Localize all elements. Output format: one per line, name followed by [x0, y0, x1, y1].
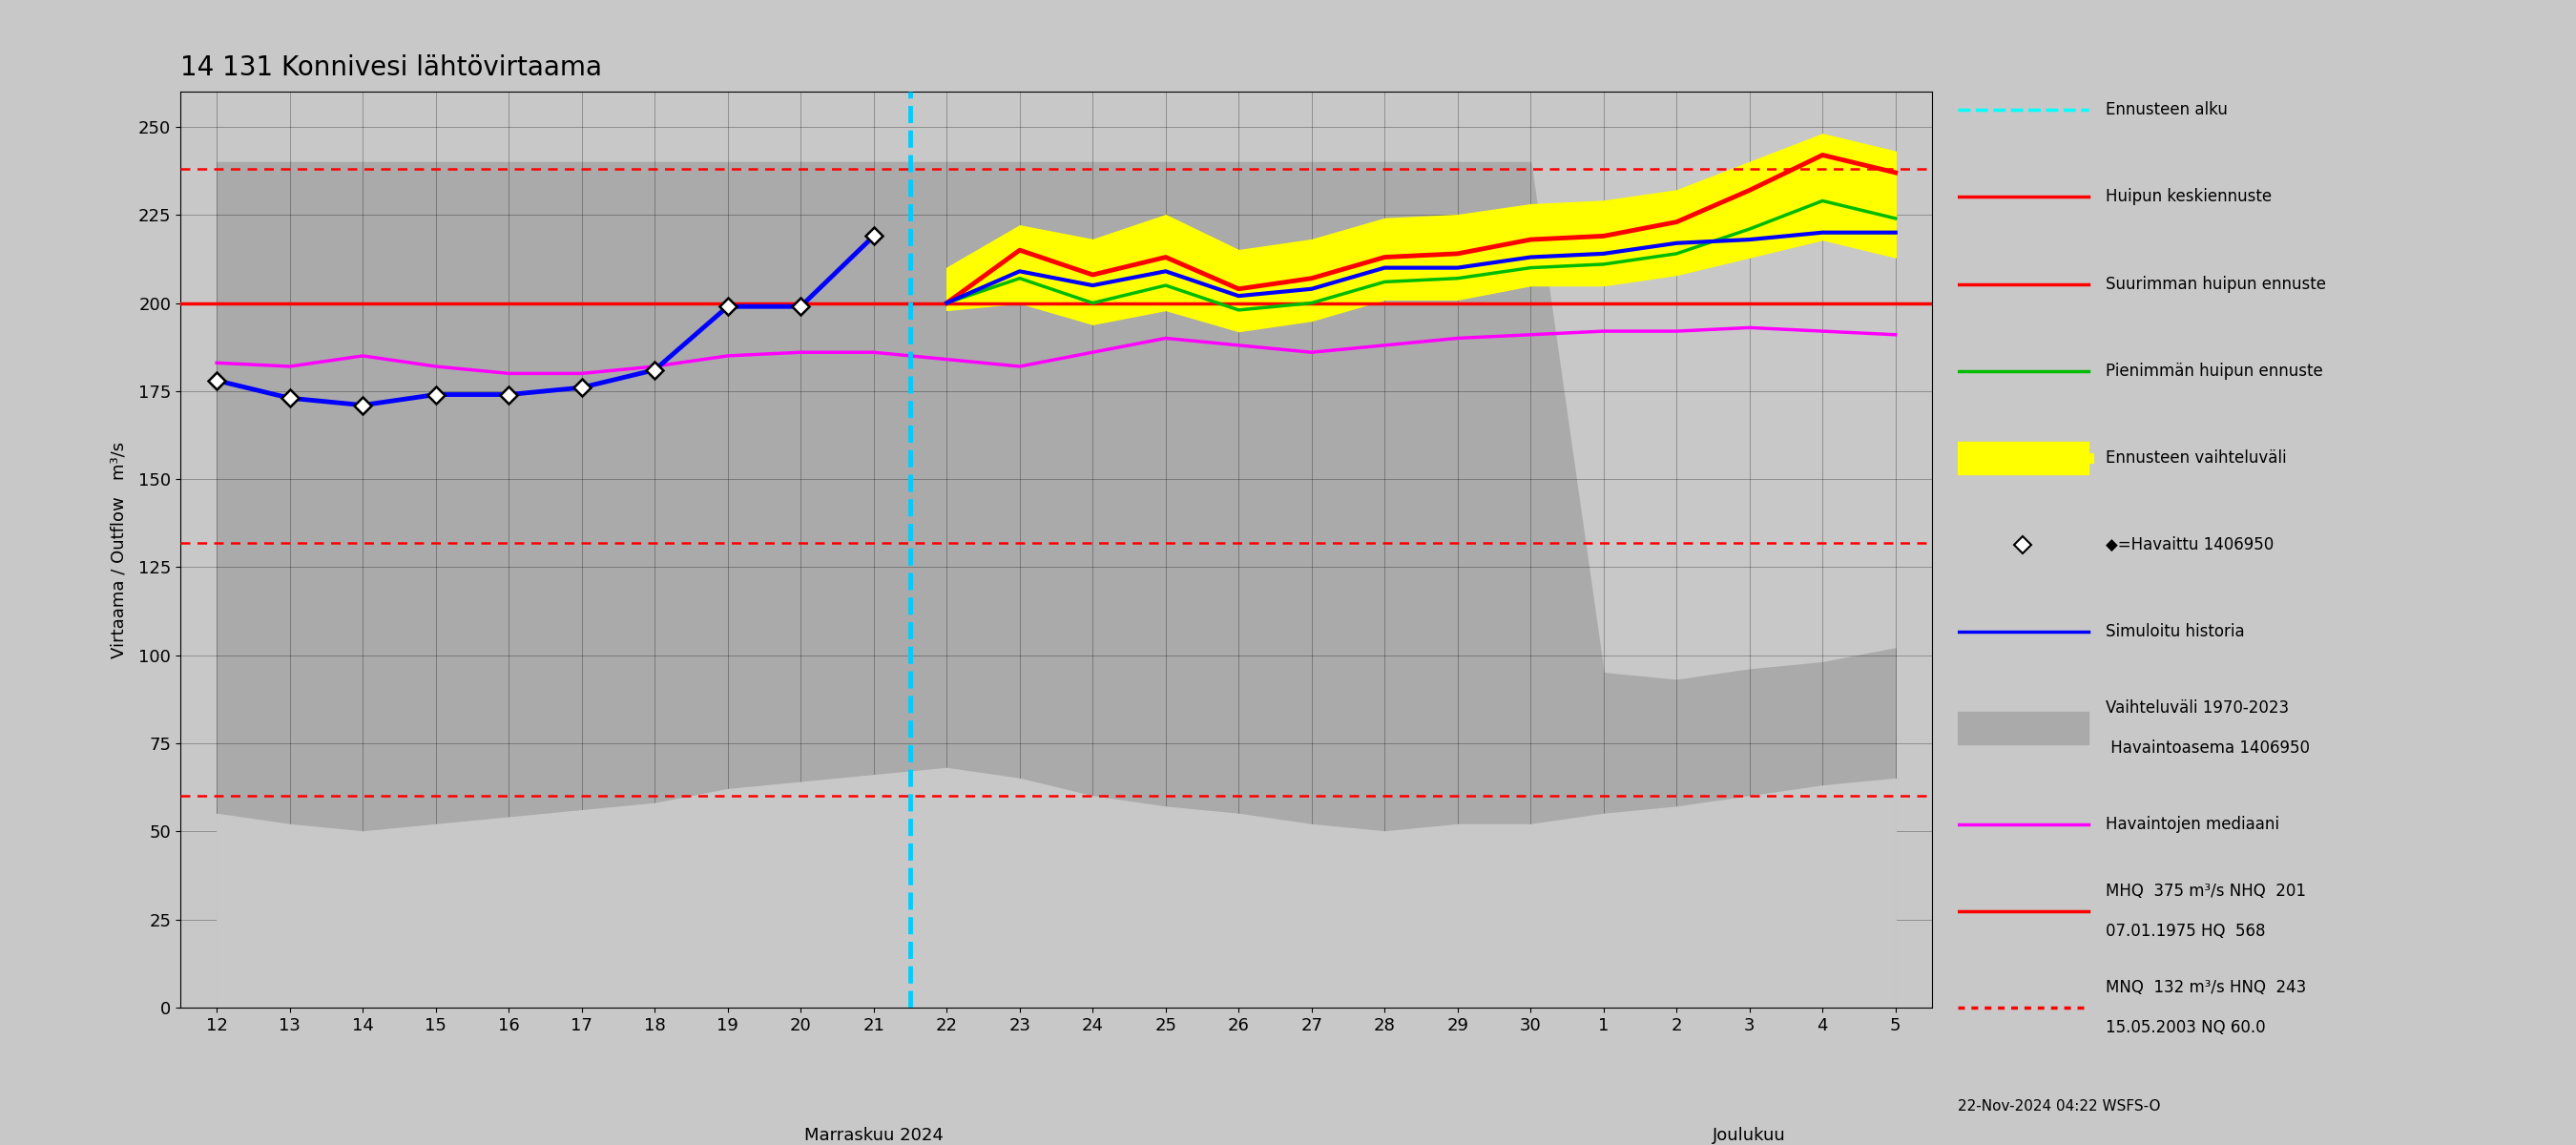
Text: Huipun keskiennuste: Huipun keskiennuste	[2107, 188, 2272, 206]
Text: 07.01.1975 HQ  568: 07.01.1975 HQ 568	[2107, 923, 2267, 940]
Text: Simuloitu historia: Simuloitu historia	[2107, 623, 2244, 641]
Text: Havaintojen mediaani: Havaintojen mediaani	[2107, 815, 2280, 834]
Text: Vaihteluväli 1970-2023: Vaihteluväli 1970-2023	[2107, 700, 2290, 717]
Text: 14 131 Konnivesi lähtövirtaama: 14 131 Konnivesi lähtövirtaama	[180, 55, 603, 81]
Text: ◆=Havaittu 1406950: ◆=Havaittu 1406950	[2107, 536, 2275, 554]
Text: MHQ  375 m³/s NHQ  201: MHQ 375 m³/s NHQ 201	[2107, 883, 2306, 900]
Text: 15.05.2003 NQ 60.0: 15.05.2003 NQ 60.0	[2107, 1019, 2267, 1036]
Text: Suurimman huipun ennuste: Suurimman huipun ennuste	[2107, 275, 2326, 292]
Text: Ennusteen alku: Ennusteen alku	[2107, 101, 2228, 118]
Y-axis label: Virtaama / Outflow   m³/s: Virtaama / Outflow m³/s	[111, 441, 129, 658]
Text: Marraskuu 2024
November: Marraskuu 2024 November	[804, 1127, 943, 1145]
Text: Ennusteen vaihteluväli: Ennusteen vaihteluväli	[2107, 449, 2287, 467]
Text: MNQ  132 m³/s HNQ  243: MNQ 132 m³/s HNQ 243	[2107, 979, 2306, 996]
Text: Havaintoasema 1406950: Havaintoasema 1406950	[2107, 740, 2311, 757]
Text: 22-Nov-2024 04:22 WSFS-O: 22-Nov-2024 04:22 WSFS-O	[1958, 1099, 2161, 1113]
Text: Joulukuu
December: Joulukuu December	[1705, 1127, 1795, 1145]
Text: Pienimmän huipun ennuste: Pienimmän huipun ennuste	[2107, 362, 2324, 379]
